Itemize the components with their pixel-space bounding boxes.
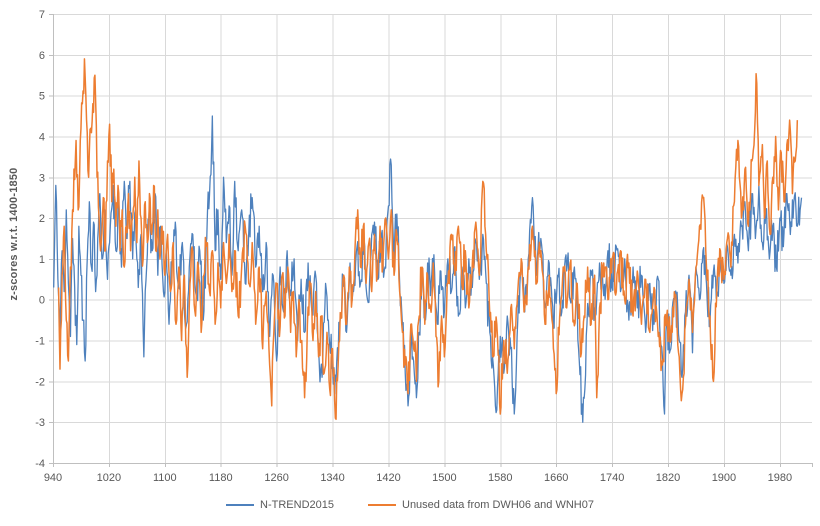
legend-label-unused-data: Unused data from DWH06 and WNH07	[402, 499, 594, 511]
svg-text:1020: 1020	[97, 472, 121, 484]
svg-text:1: 1	[39, 254, 45, 266]
legend-label-n-trend2015: N-TREND2015	[260, 499, 334, 511]
svg-text:4: 4	[39, 131, 45, 143]
svg-text:1420: 1420	[376, 472, 400, 484]
tick-labels: -4 -3 -2 -1 0 1 2 3 4 5 6 7 940 1020 1100 1180 1260 1340 1…	[35, 9, 792, 484]
svg-text:5: 5	[39, 91, 45, 103]
svg-text:1980: 1980	[768, 472, 792, 484]
svg-text:3: 3	[39, 172, 45, 184]
y-axis-title: z-scores w.r.t. 1400-1850	[8, 167, 20, 301]
svg-text:2: 2	[39, 213, 45, 225]
svg-text:-1: -1	[35, 336, 45, 348]
legend-line-swatch-orange	[368, 504, 396, 506]
svg-text:-2: -2	[35, 376, 45, 388]
legend-line-swatch-blue	[226, 504, 255, 506]
axes	[49, 14, 813, 467]
svg-text:6: 6	[39, 50, 45, 62]
svg-text:0: 0	[39, 295, 45, 307]
svg-text:1820: 1820	[656, 472, 680, 484]
legend-item-n-trend2015: N-TREND2015	[226, 499, 334, 511]
legend: N-TREND2015 Unused data from DWH06 and W…	[0, 499, 820, 511]
svg-text:1500: 1500	[432, 472, 456, 484]
svg-text:1740: 1740	[600, 472, 624, 484]
svg-text:1660: 1660	[544, 472, 568, 484]
svg-text:7: 7	[39, 9, 45, 21]
svg-text:940: 940	[44, 472, 62, 484]
svg-text:1340: 1340	[320, 472, 344, 484]
svg-text:1180: 1180	[209, 472, 233, 484]
series-line-unused-data	[57, 58, 799, 421]
legend-item-unused-data: Unused data from DWH06 and WNH07	[368, 499, 594, 511]
svg-text:1580: 1580	[488, 472, 512, 484]
gridlines	[53, 14, 812, 463]
svg-text:-3: -3	[35, 417, 45, 429]
svg-text:1260: 1260	[264, 472, 288, 484]
svg-text:1100: 1100	[153, 472, 177, 484]
svg-text:-4: -4	[35, 458, 45, 470]
svg-text:1900: 1900	[712, 472, 736, 484]
